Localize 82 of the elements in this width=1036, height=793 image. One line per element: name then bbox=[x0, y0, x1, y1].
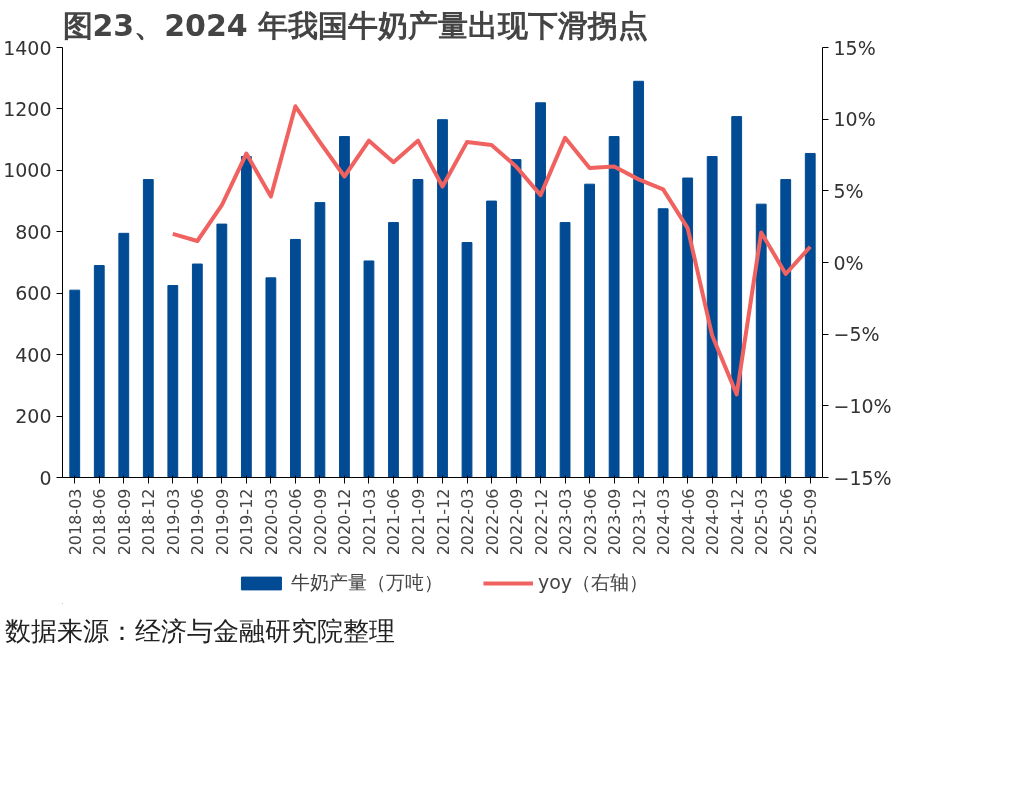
bar bbox=[461, 242, 473, 478]
x-tick-label: 2023-12 bbox=[629, 488, 649, 556]
bar bbox=[633, 80, 645, 478]
bar bbox=[584, 183, 595, 478]
bar bbox=[142, 179, 154, 478]
x-tick-label: 2018-09 bbox=[114, 488, 134, 556]
bar bbox=[167, 285, 179, 478]
x-tick-label: 2019-12 bbox=[237, 488, 257, 556]
bar bbox=[608, 136, 620, 478]
x-tick-label: 2021-06 bbox=[384, 488, 404, 556]
x-tick-label: 2018-06 bbox=[90, 488, 110, 556]
bar bbox=[265, 277, 277, 478]
bar bbox=[240, 156, 252, 478]
bar bbox=[559, 222, 571, 478]
source-note: 数据来源：经济与金融研究院整理 bbox=[5, 615, 395, 648]
x-tick-label: 2022-09 bbox=[507, 488, 527, 556]
x-tick-label: 2021-12 bbox=[433, 488, 453, 556]
bar bbox=[388, 222, 399, 478]
y-tick-label: 1200 bbox=[3, 97, 52, 120]
bar bbox=[118, 232, 130, 478]
x-tick-label: 2021-09 bbox=[408, 488, 428, 556]
y-tick-label: 600 bbox=[15, 282, 52, 305]
y-tick-label: 1400 bbox=[3, 36, 52, 59]
bar bbox=[657, 208, 669, 478]
x-tick-label: 2025-03 bbox=[752, 488, 772, 556]
bar bbox=[216, 223, 228, 478]
bar bbox=[510, 159, 522, 478]
x-tick-label: 2018-03 bbox=[65, 488, 85, 556]
y-tick-label: 200 bbox=[15, 405, 52, 428]
bar bbox=[69, 289, 81, 478]
bar bbox=[314, 202, 326, 478]
y-tick-label: 800 bbox=[15, 220, 52, 243]
x-tick-label: 2020-12 bbox=[335, 488, 355, 556]
x-tick-label: 2024-12 bbox=[727, 488, 747, 556]
bar bbox=[804, 152, 816, 478]
y2-tick-label: 0% bbox=[833, 251, 864, 274]
bar bbox=[363, 260, 375, 478]
bar bbox=[682, 177, 694, 478]
chart-title: 图23、2024 年我国牛奶产量出现下滑拐点 bbox=[62, 7, 649, 43]
x-tick-label: 2019-03 bbox=[163, 488, 183, 556]
line-series bbox=[170, 104, 813, 397]
bar bbox=[706, 156, 718, 478]
x-tick-label: 2022-03 bbox=[458, 488, 478, 556]
x-tick-label: 2024-03 bbox=[654, 488, 674, 556]
bar bbox=[339, 136, 350, 478]
bar bbox=[191, 263, 203, 478]
y2-tick-label: −5% bbox=[833, 323, 880, 346]
bar bbox=[755, 203, 767, 478]
y-tick-label: 1000 bbox=[3, 159, 52, 182]
y2-tick-label: 15% bbox=[833, 36, 876, 59]
x-tick-label: 2020-09 bbox=[310, 488, 330, 556]
x-tick-label: 2023-06 bbox=[580, 488, 600, 556]
bar bbox=[486, 200, 497, 478]
bar bbox=[437, 119, 448, 478]
bar bbox=[731, 116, 743, 478]
x-tick-label: 2025-09 bbox=[801, 488, 821, 556]
y2-tick-label: 10% bbox=[833, 108, 876, 131]
x-tick-label: 2023-03 bbox=[556, 488, 576, 556]
x-tick-label: 2022-06 bbox=[482, 488, 502, 556]
x-tick-label: 2021-03 bbox=[359, 488, 379, 556]
legend-label: 牛奶产量（万吨） bbox=[290, 570, 443, 595]
x-tick-label: 2025-06 bbox=[776, 488, 796, 556]
y2-tick-label: −15% bbox=[833, 466, 892, 489]
x-tick-label: 2020-03 bbox=[261, 488, 281, 556]
x-tick-label: 2020-06 bbox=[286, 488, 306, 556]
bar bbox=[780, 179, 792, 478]
x-tick-label: 2024-06 bbox=[678, 488, 698, 556]
x-tick-label: 2024-09 bbox=[703, 488, 723, 556]
y-tick-label: 0 bbox=[39, 466, 52, 489]
y-tick-label: 400 bbox=[15, 343, 52, 366]
legend-label: yoy（右轴） bbox=[537, 570, 649, 595]
x-tick-label: 2023-09 bbox=[605, 488, 625, 556]
bar bbox=[412, 179, 424, 478]
bar bbox=[93, 265, 105, 478]
x-tick-label: 2019-06 bbox=[188, 488, 208, 556]
x-tick-label: 2019-09 bbox=[212, 488, 232, 556]
bar bbox=[535, 102, 546, 478]
x-tick-label: 2022-12 bbox=[531, 488, 551, 556]
y2-tick-label: 5% bbox=[833, 179, 864, 202]
y2-tick-label: −10% bbox=[833, 394, 892, 417]
bar bbox=[290, 238, 301, 478]
x-tick-label: 2018-12 bbox=[139, 488, 159, 556]
